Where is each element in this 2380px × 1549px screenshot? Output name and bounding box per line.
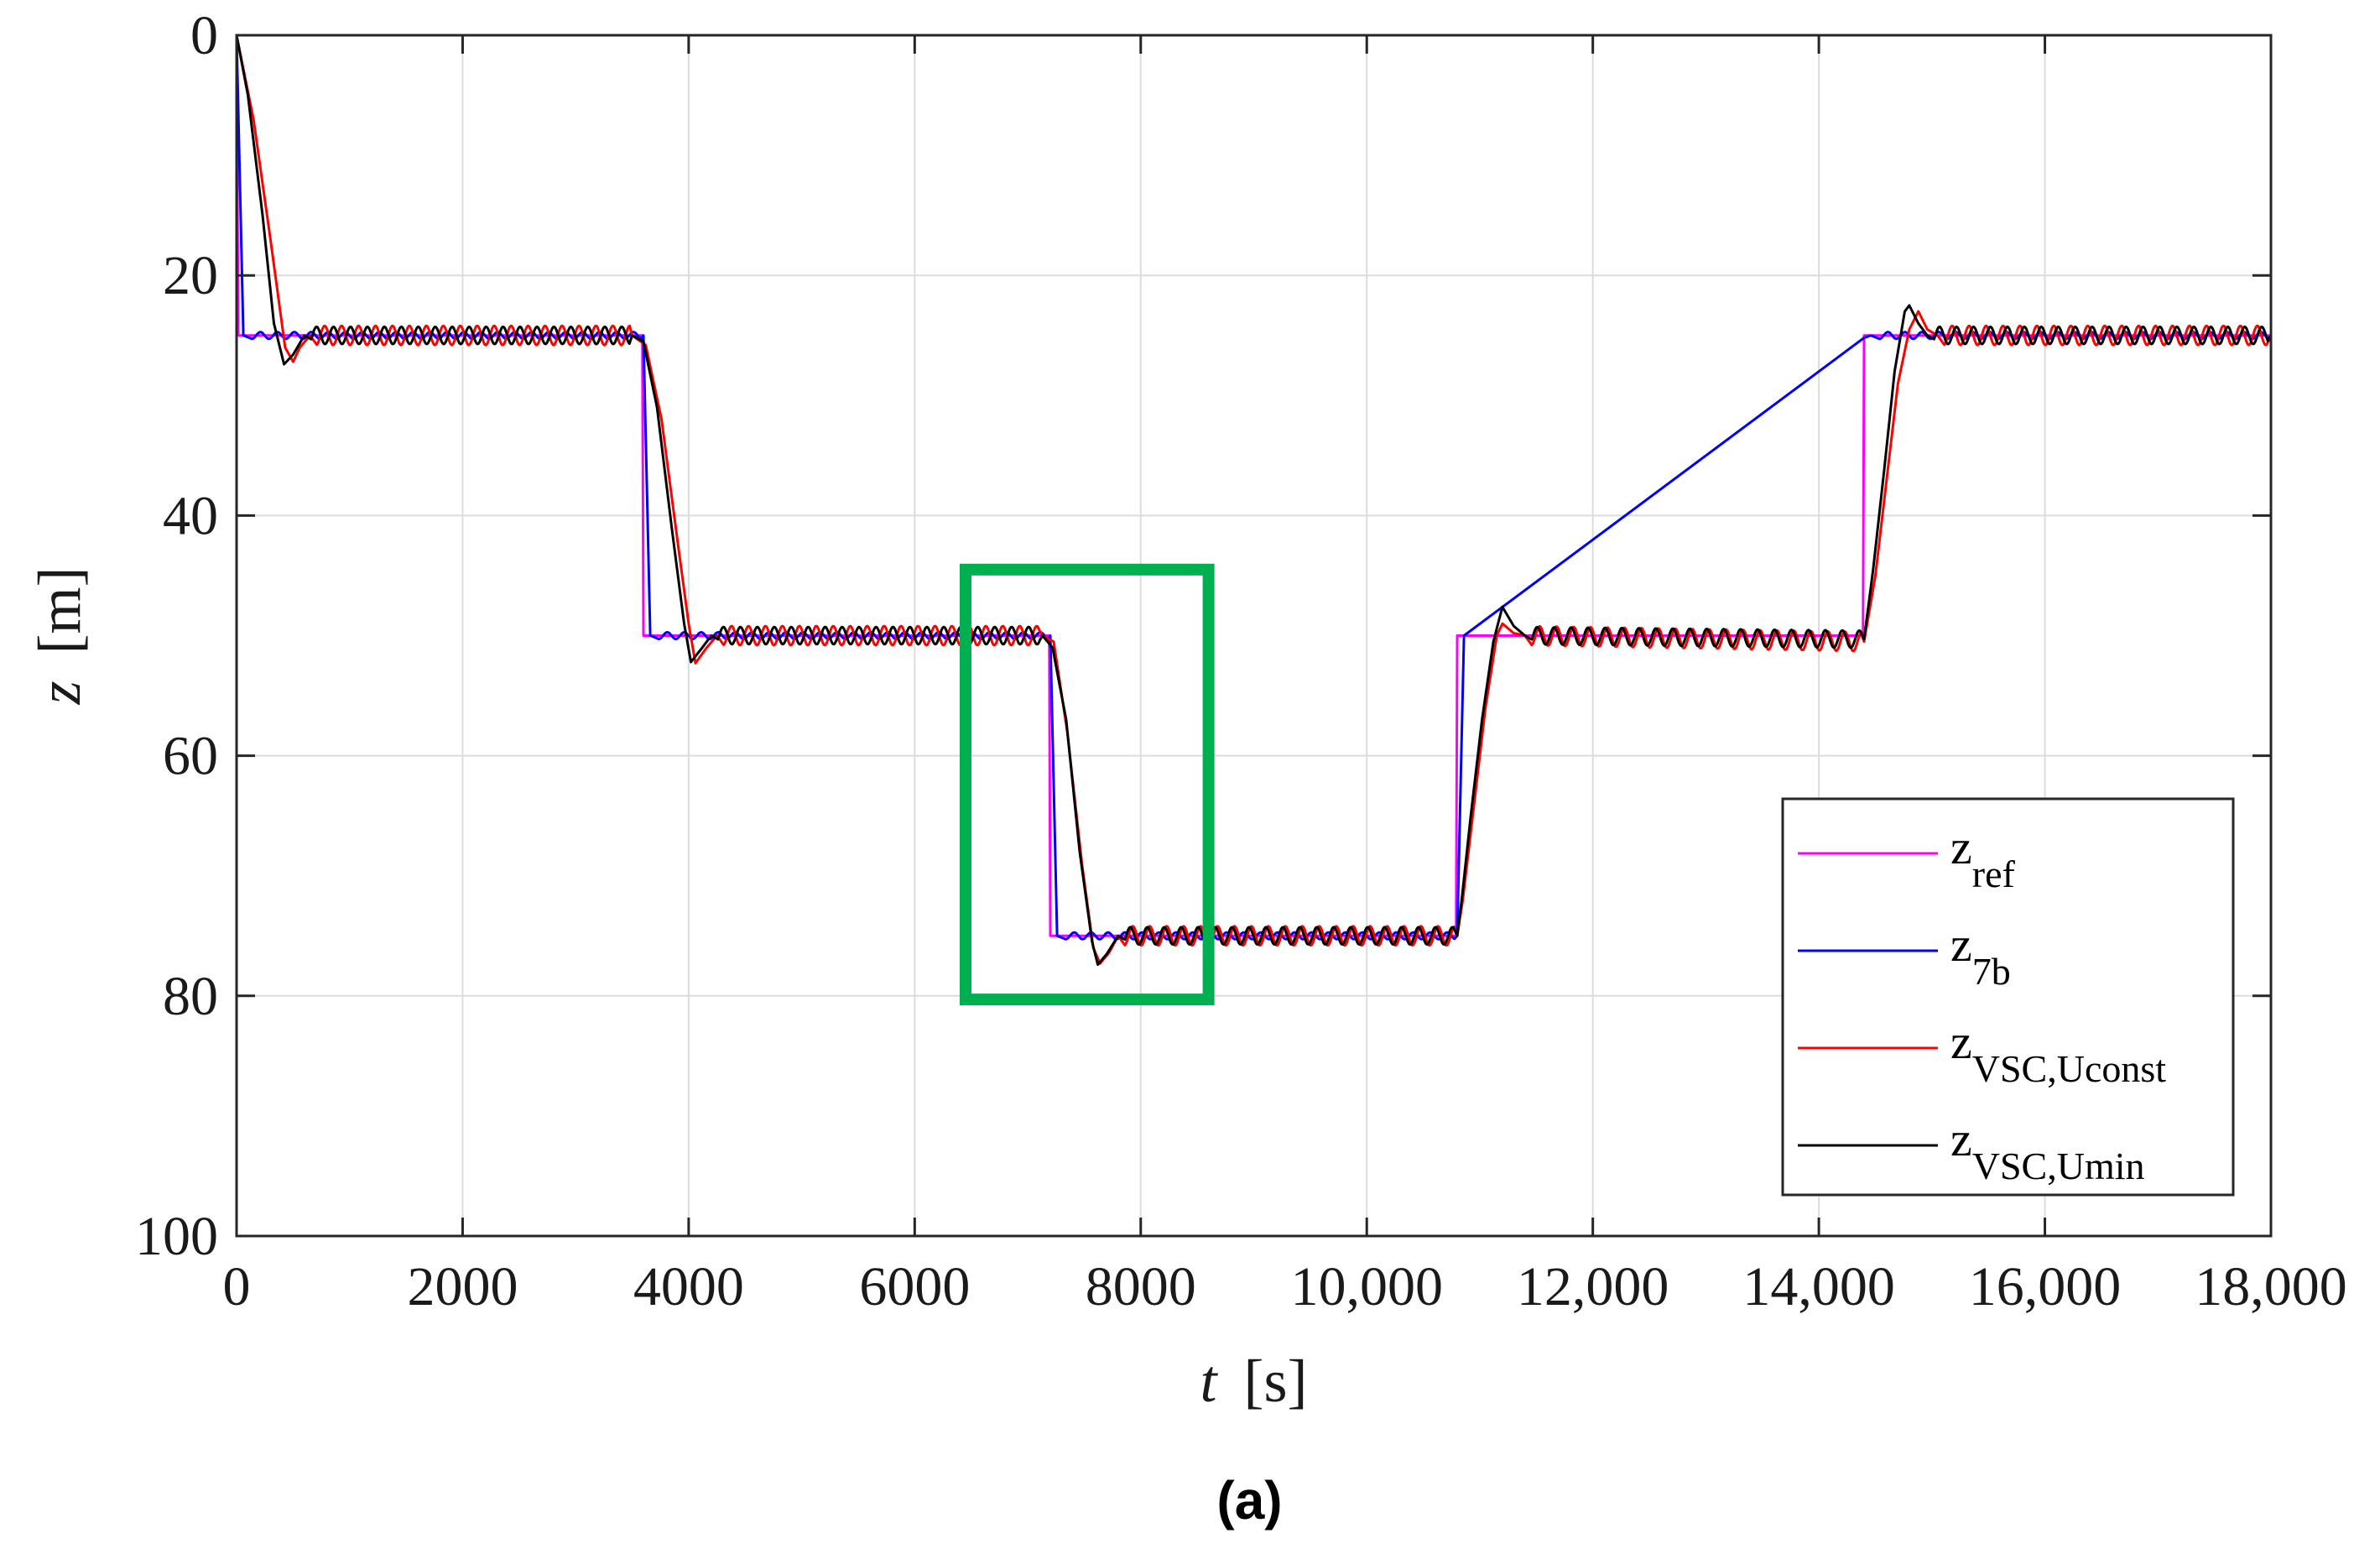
legend-entry: zref bbox=[1950, 820, 2015, 895]
x-axis-unit: [s] bbox=[1244, 1348, 1308, 1415]
legend-entry: zVSC,Uconst bbox=[1950, 1014, 2166, 1090]
y-tick-label: 100 bbox=[135, 1206, 218, 1267]
legend-entry: z7b bbox=[1950, 917, 2011, 993]
x-axis-label: t [s] bbox=[1200, 1348, 1308, 1415]
figure-caption: (a) bbox=[1216, 1470, 1282, 1531]
axis-ticks: 0 2000 4000 6000 8000 10,000 12,000 14,000 16,00… bbox=[135, 5, 2347, 1317]
y-axis-label: z [m] bbox=[26, 567, 93, 706]
y-tick-label: 60 bbox=[163, 726, 218, 787]
x-tick-label: 14,000 bbox=[1742, 1256, 1895, 1317]
series-line-vsc-umin bbox=[235, 34, 2273, 967]
x-tick-label: 2000 bbox=[407, 1256, 518, 1317]
legend-entry-symbol: z bbox=[1950, 1112, 1972, 1166]
highlight-rectangle bbox=[959, 563, 1215, 1006]
legend-entry-subscript: VSC,Uconst bbox=[1972, 1047, 2167, 1090]
legend-entry-subscript: VSC,Umin bbox=[1972, 1145, 2145, 1187]
legend-entry-symbol: z bbox=[1950, 1014, 1972, 1069]
x-tick-label: 6000 bbox=[859, 1256, 970, 1317]
legend-box bbox=[1781, 797, 2235, 1197]
x-axis-variable: t bbox=[1200, 1348, 1219, 1415]
annotations bbox=[959, 563, 1215, 1006]
y-axis-variable: z bbox=[26, 681, 93, 705]
y-axis-unit: [m] bbox=[26, 567, 93, 655]
x-tick-label: 18,000 bbox=[2195, 1256, 2347, 1317]
x-tick-label: 12,000 bbox=[1517, 1256, 1669, 1317]
x-tick-label: 8000 bbox=[1086, 1256, 1196, 1317]
legend-entry-subscript: ref bbox=[1972, 853, 2016, 895]
x-tick-label: 0 bbox=[223, 1256, 251, 1317]
series-lines bbox=[235, 34, 2273, 967]
legend-entry: zVSC,Umin bbox=[1950, 1112, 2145, 1187]
x-tick-label: 10,000 bbox=[1290, 1256, 1443, 1317]
y-tick-label: 80 bbox=[163, 966, 218, 1027]
y-tick-label: 20 bbox=[163, 245, 218, 306]
legend-entry-symbol: z bbox=[1950, 820, 1972, 874]
legend-entry-subscript: 7b bbox=[1972, 950, 2011, 993]
x-tick-label: 16,000 bbox=[1969, 1256, 2122, 1317]
x-tick-label: 4000 bbox=[633, 1256, 744, 1317]
y-tick-label: 0 bbox=[190, 5, 218, 66]
legend-entry-symbol: z bbox=[1950, 917, 1972, 972]
series-line-vsc-uconst bbox=[235, 34, 2273, 965]
y-tick-label: 40 bbox=[163, 485, 218, 546]
plot-frame bbox=[235, 34, 2273, 1238]
